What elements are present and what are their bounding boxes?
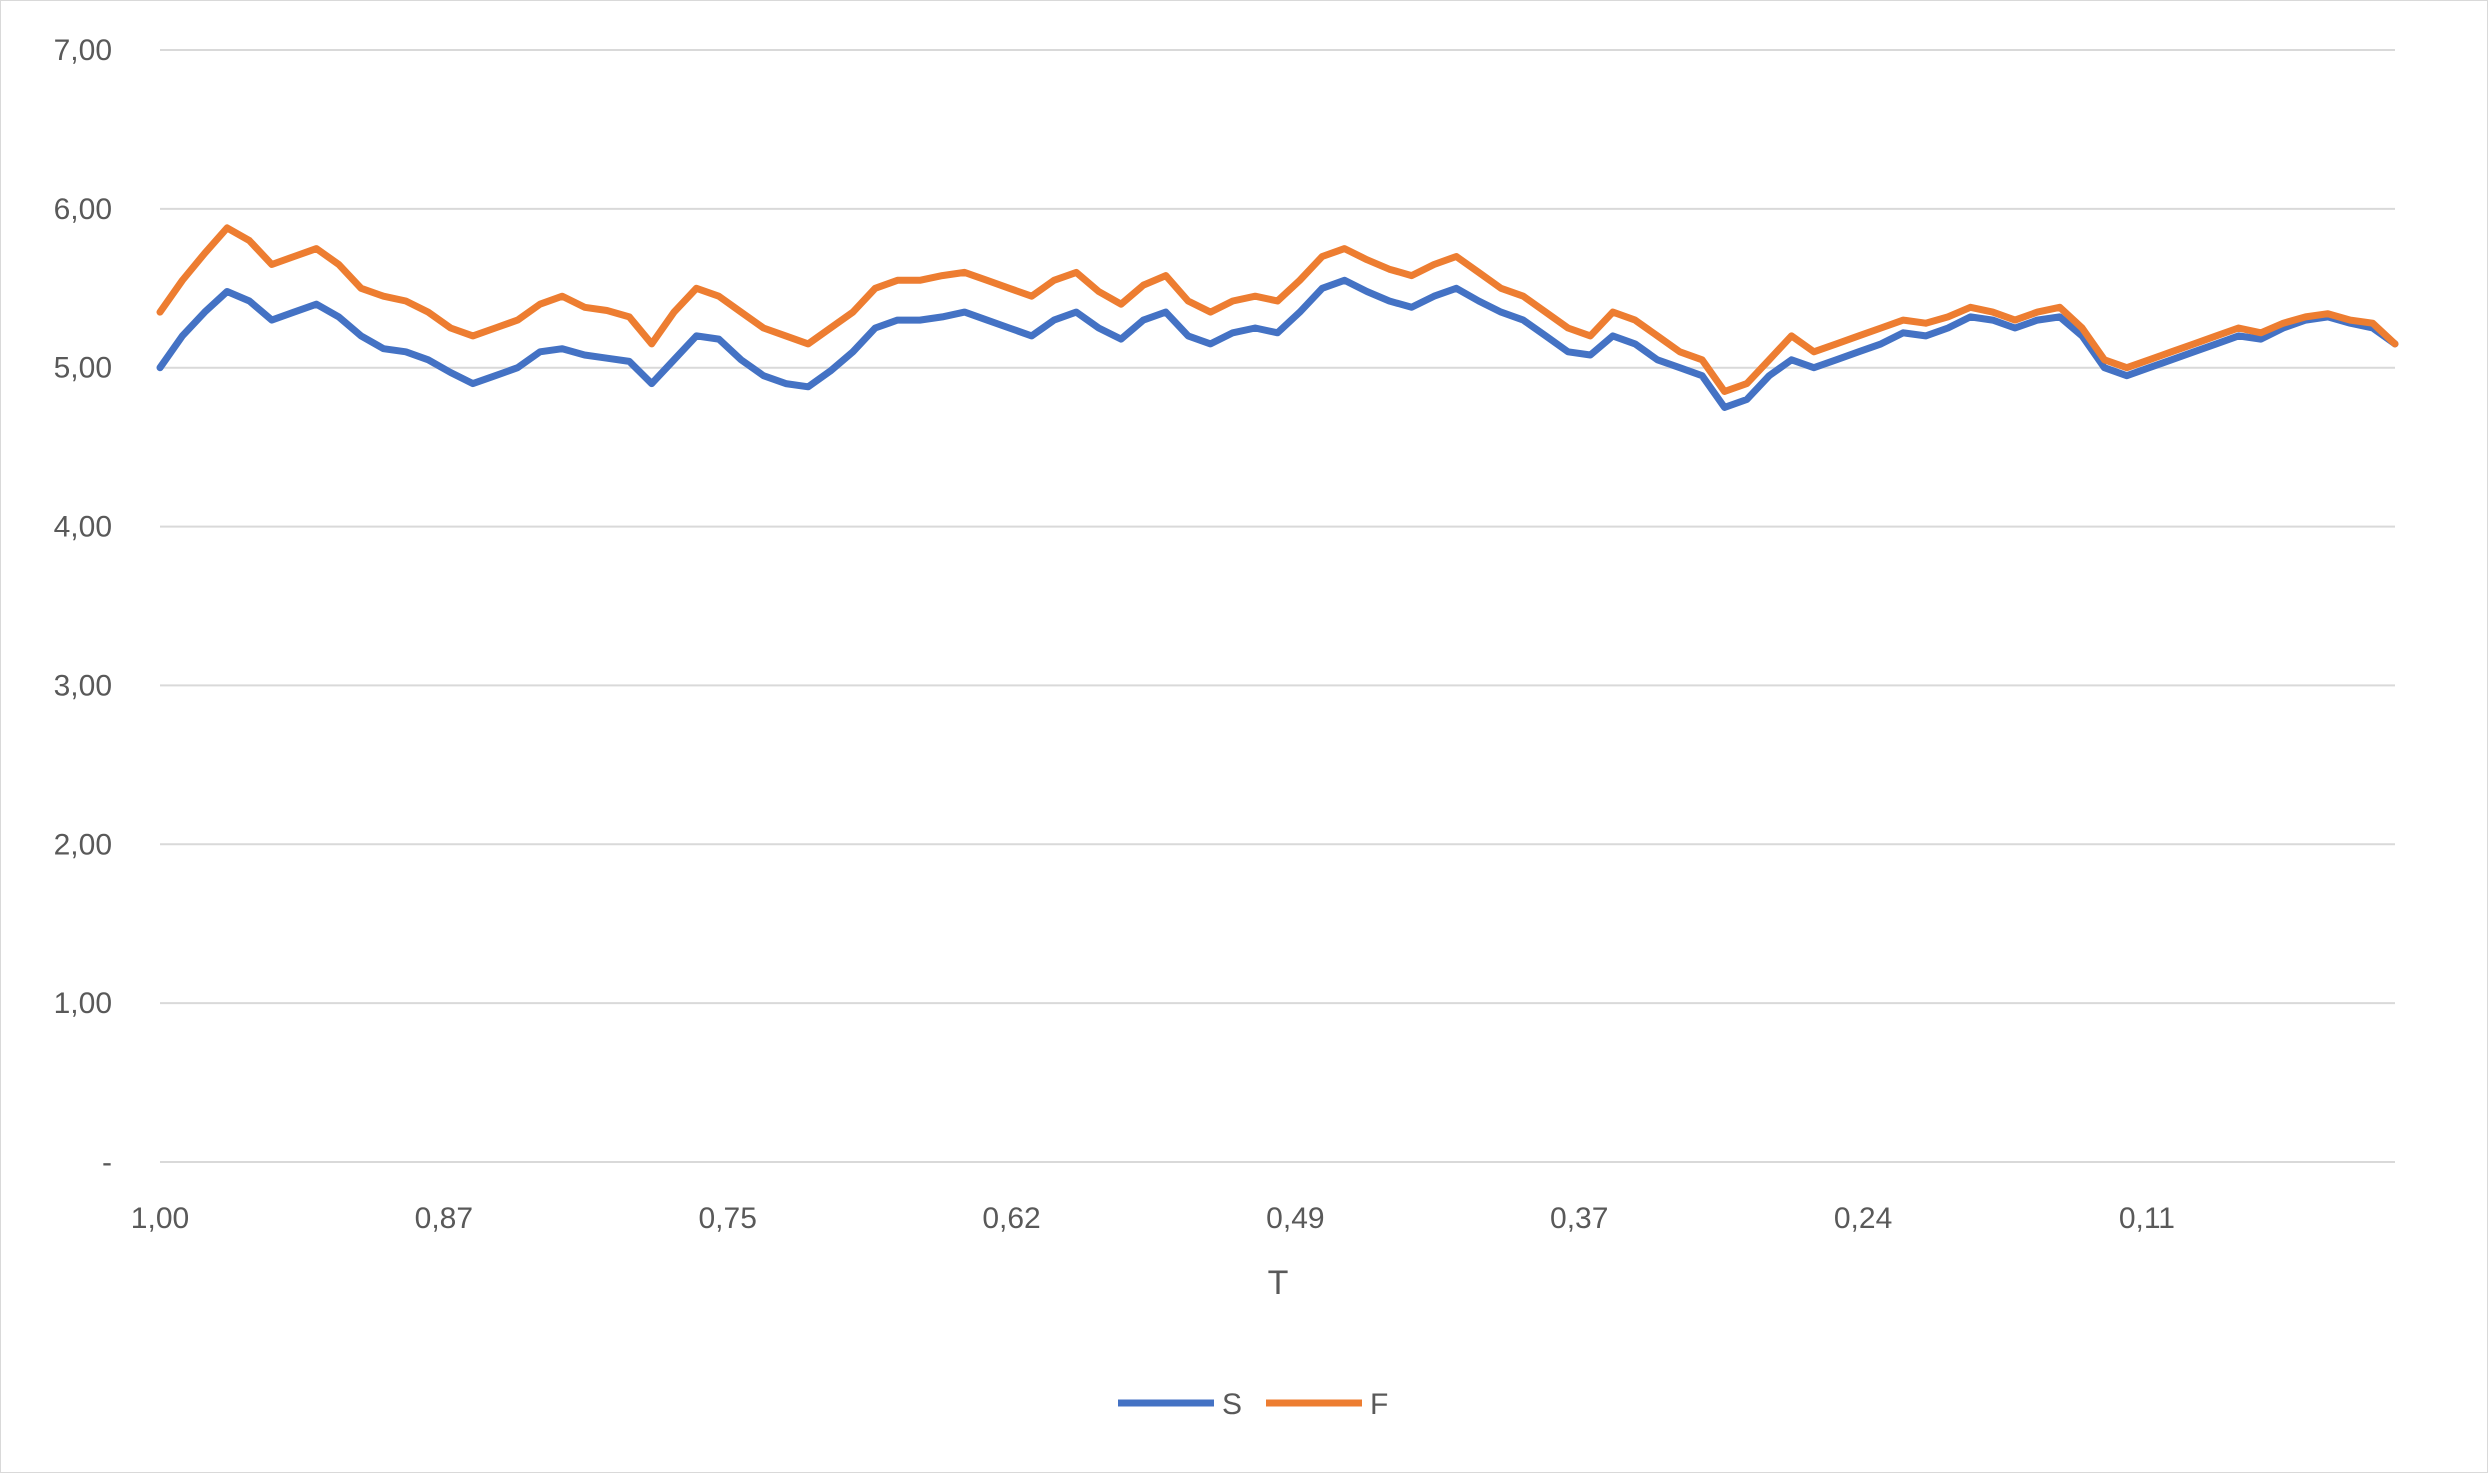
y-axis-tick-labels: - 1,00 2,00 3,00 4,00 5,00 6,00 7,00: [54, 34, 112, 1179]
y-tick-label: -: [102, 1146, 112, 1179]
x-tick-label: 0,24: [1834, 1202, 1892, 1235]
x-tick-label: 0,87: [415, 1202, 473, 1235]
y-tick-label: 4,00: [54, 511, 112, 544]
y-tick-label: 6,00: [54, 193, 112, 226]
y-tick-label: 5,00: [54, 352, 112, 385]
x-tick-label: 0,75: [698, 1202, 756, 1235]
x-axis-title: T: [1268, 1264, 1289, 1302]
y-tick-label: 1,00: [54, 987, 112, 1020]
series-line-s: [156, 276, 2399, 411]
y-tick-label: 3,00: [54, 669, 112, 702]
x-axis-tick-labels: 1,00 0,87 0,75 0,62 0,49 0,37 0,24 0,11: [131, 1202, 2175, 1235]
series-lines: [156, 224, 2399, 411]
y-tick-label: 7,00: [54, 34, 112, 67]
x-tick-label: 0,11: [2119, 1202, 2175, 1235]
x-tick-label: 0,37: [1550, 1202, 1608, 1235]
x-tick-label: 1,00: [131, 1202, 189, 1235]
legend-label-f: F: [1370, 1388, 1388, 1421]
y-tick-label: 2,00: [54, 828, 112, 861]
gridlines: [160, 49, 2395, 1163]
series-line-f: [156, 224, 2399, 395]
x-tick-label: 0,62: [982, 1202, 1040, 1235]
x-tick-label: 0,49: [1266, 1202, 1324, 1235]
legend-label-s: S: [1222, 1388, 1242, 1421]
